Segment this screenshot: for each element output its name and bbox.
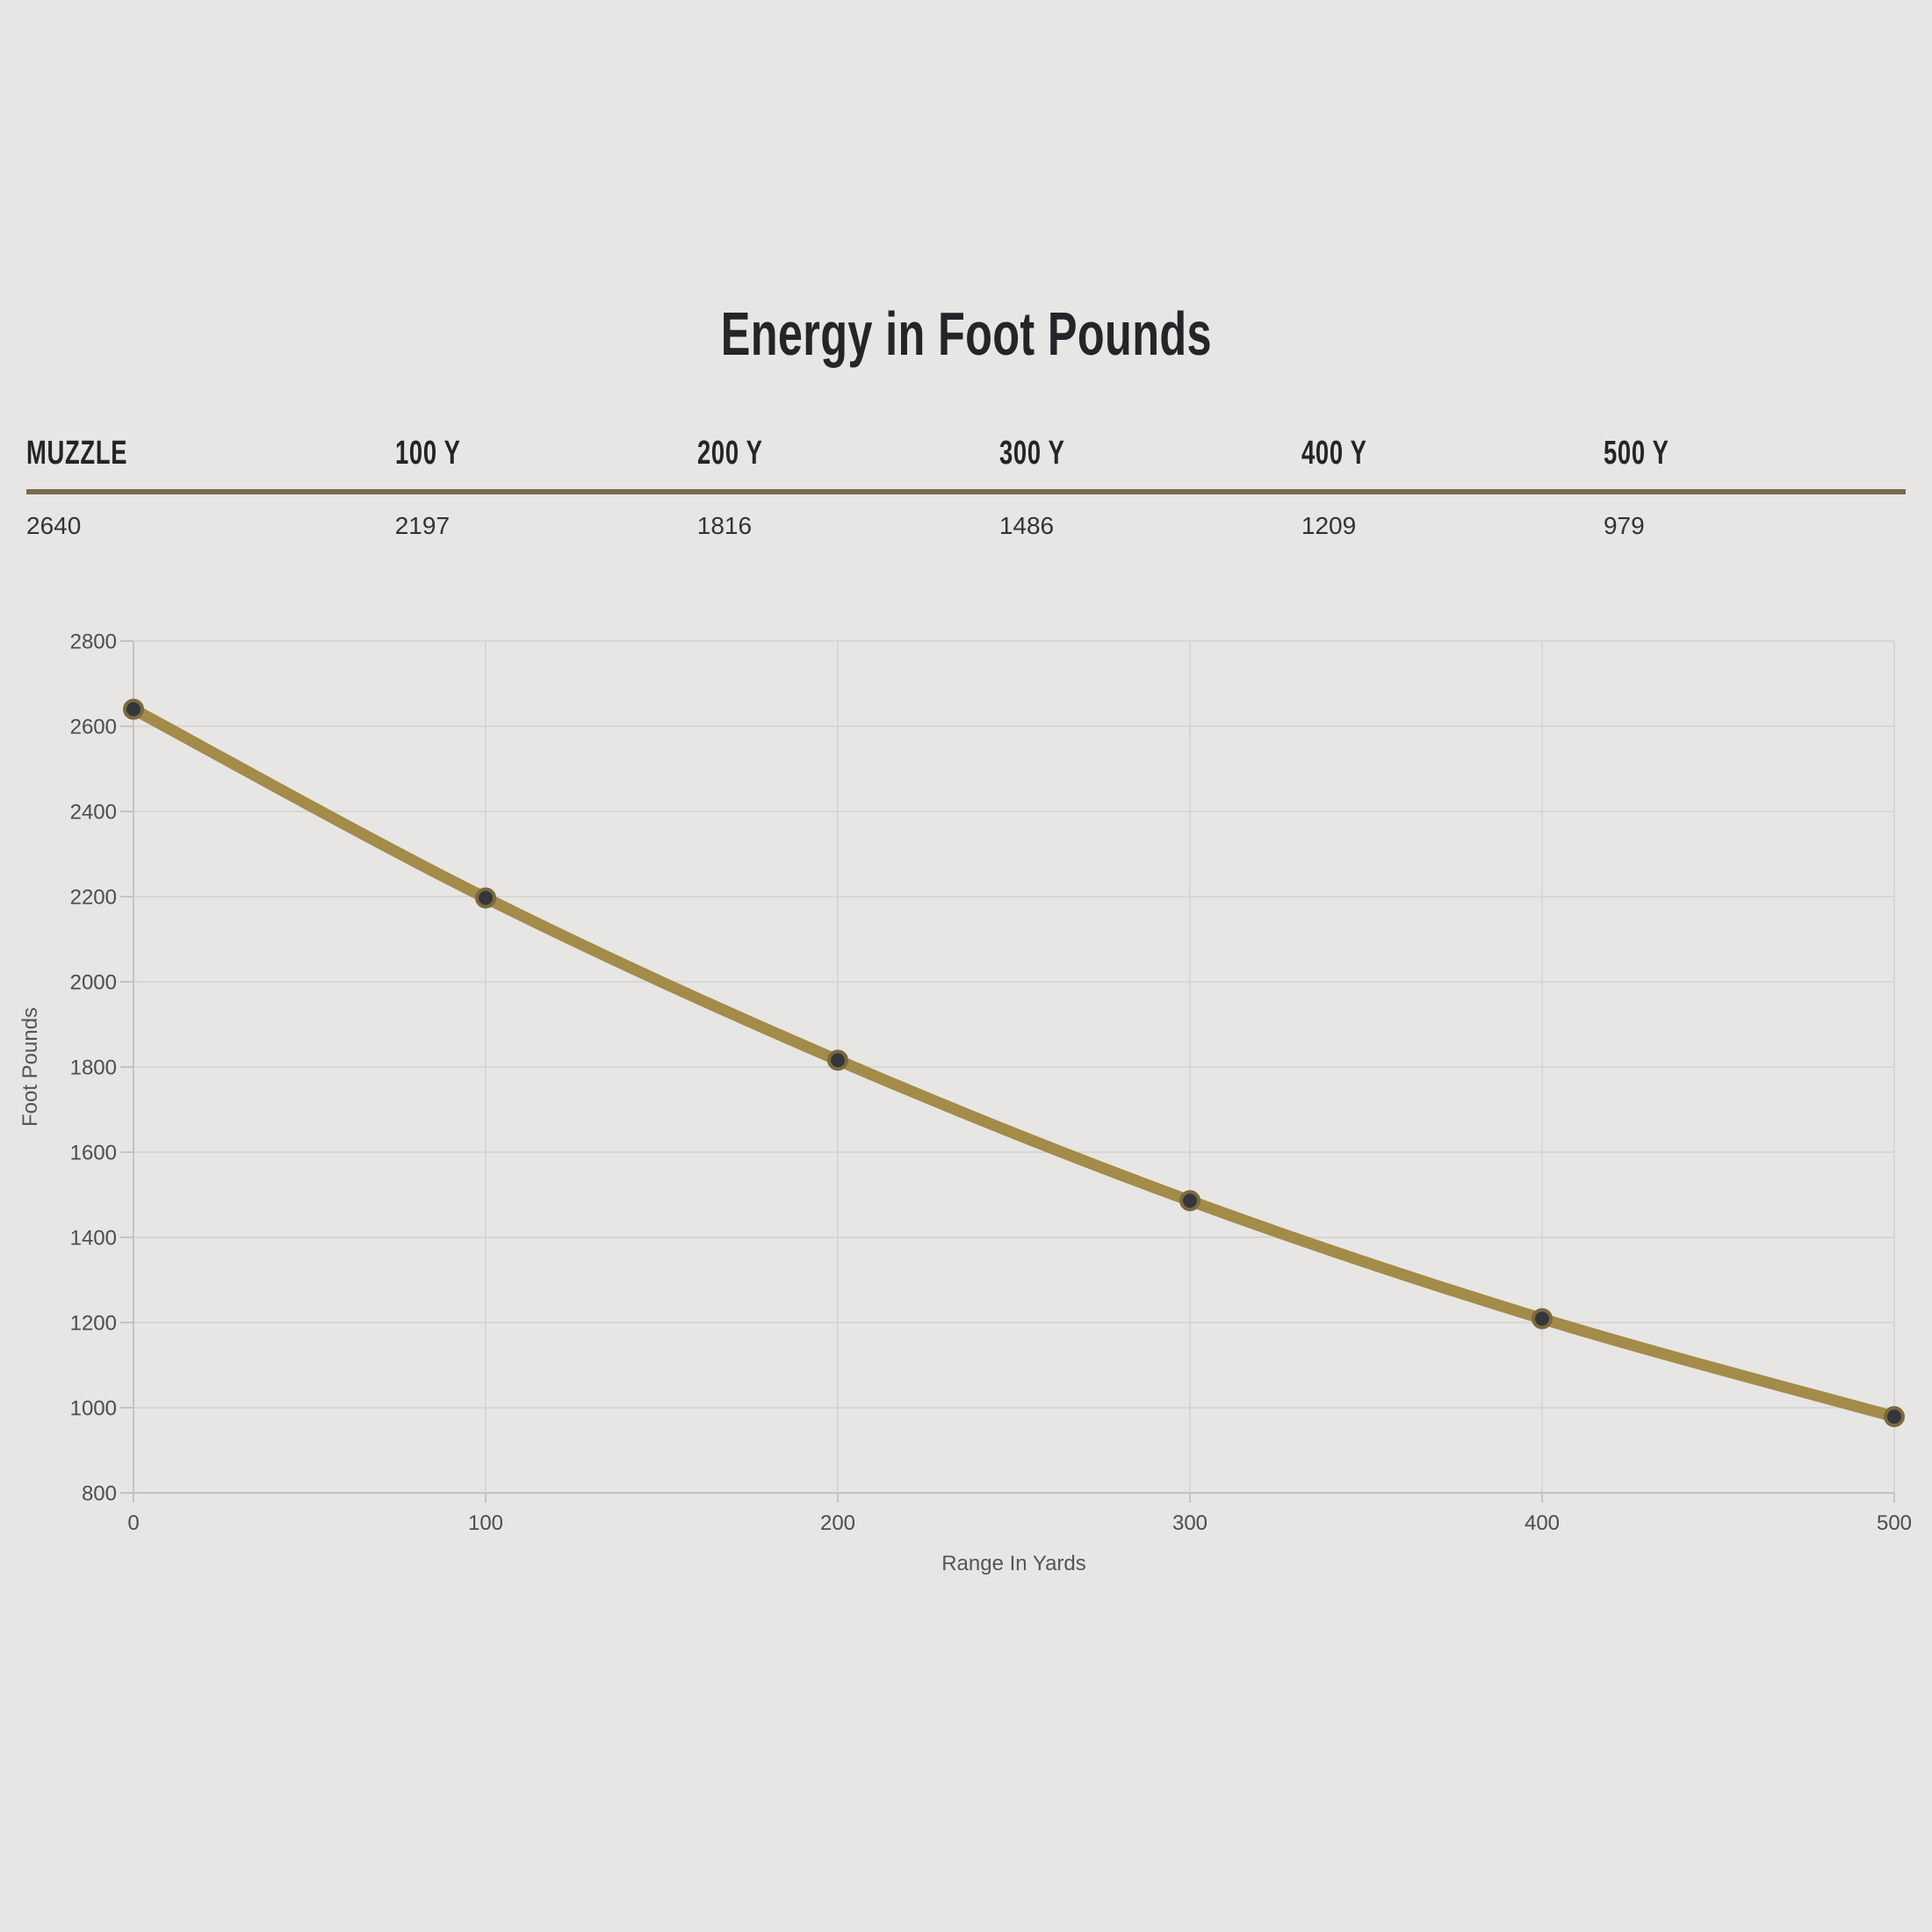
chart-title-text: Energy in Foot Pounds — [720, 299, 1212, 368]
chart-axes — [133, 641, 1894, 1494]
table-header-cell: 500 Y — [1604, 436, 1906, 470]
table-header-row: MUZZLE 100 Y 200 Y 300 Y 400 Y 500 Y — [26, 436, 1906, 494]
line-chart-canvas[interactable]: 8001000120014001600180020002200240026002… — [0, 562, 1932, 1616]
data-point[interactable] — [475, 887, 496, 909]
chart-title: Energy in Foot Pounds — [0, 303, 1932, 364]
table-value-cell: 2197 — [394, 512, 451, 539]
x-tick-label: 400 — [1525, 1511, 1560, 1535]
table-header-cell: MUZZLE — [26, 436, 395, 470]
x-tick-label: 200 — [820, 1511, 855, 1535]
y-axis-title: Foot Pounds — [18, 1007, 42, 1127]
energy-table: MUZZLE 100 Y 200 Y 300 Y 400 Y 500 Y 2640 2197… — [26, 436, 1906, 538]
table-header-label: 300 Y — [998, 435, 1065, 472]
x-tick-label: 300 — [1172, 1511, 1208, 1535]
y-tick-label: 1000 — [70, 1396, 117, 1420]
table-value-cell: 1816 — [696, 512, 753, 539]
y-tick-label: 800 — [82, 1481, 117, 1505]
data-point[interactable] — [827, 1049, 848, 1071]
y-tick-labels: 800 1000 1200 1400 1600 1800 2000 2200 2400 2600 2… — [70, 630, 117, 1505]
table-header-cell: 400 Y — [1301, 436, 1604, 470]
y-tick-label: 1400 — [70, 1226, 117, 1250]
data-points — [123, 698, 1905, 1428]
data-point[interactable] — [1532, 1308, 1553, 1330]
data-point[interactable] — [123, 698, 144, 720]
y-tick-label: 2800 — [70, 630, 117, 653]
x-axis-title: Range In Yards — [941, 1552, 1086, 1575]
table-header-cell: 200 Y — [697, 436, 999, 470]
data-point[interactable] — [1884, 1406, 1905, 1428]
table-value-cell: 1486 — [998, 512, 1055, 539]
axis-ticks — [120, 640, 1895, 1503]
y-tick-label: 2600 — [70, 715, 117, 739]
x-tick-label: 0 — [127, 1511, 139, 1535]
x-tick-label: 100 — [468, 1511, 503, 1535]
y-tick-label: 1200 — [70, 1311, 117, 1335]
table-header-label: MUZZLE — [26, 435, 128, 472]
table-header-label: 500 Y — [1603, 435, 1669, 472]
table-header-cell: 100 Y — [395, 436, 697, 470]
table-header-label: 100 Y — [394, 435, 461, 472]
energy-line-series — [127, 703, 1900, 1423]
table-header-cell: 300 Y — [999, 436, 1301, 470]
y-tick-label: 2400 — [70, 800, 117, 824]
table-value-cell: 979 — [1603, 512, 1645, 539]
y-gridlines — [133, 640, 1894, 1494]
table-header-label: 200 Y — [696, 435, 763, 472]
table-value-cell: 1209 — [1301, 512, 1357, 539]
y-tick-label: 1600 — [70, 1141, 117, 1164]
y-tick-label: 2000 — [70, 970, 117, 994]
table-header-label: 400 Y — [1301, 435, 1367, 472]
y-tick-label: 1800 — [70, 1056, 117, 1079]
x-tick-label: 500 — [1877, 1511, 1912, 1535]
energy-chart: 800 1000 1200 1400 1600 1800 2000 2200 2400 2600 2… — [0, 562, 1932, 1616]
data-point[interactable] — [1179, 1190, 1200, 1212]
table-value-row: 2640 2197 1816 1486 1209 979 — [26, 494, 1906, 538]
y-tick-label: 2200 — [70, 885, 117, 909]
x-tick-labels: 0 100 200 300 400 500 — [127, 1511, 1912, 1535]
table-value-cell: 2640 — [26, 512, 82, 539]
